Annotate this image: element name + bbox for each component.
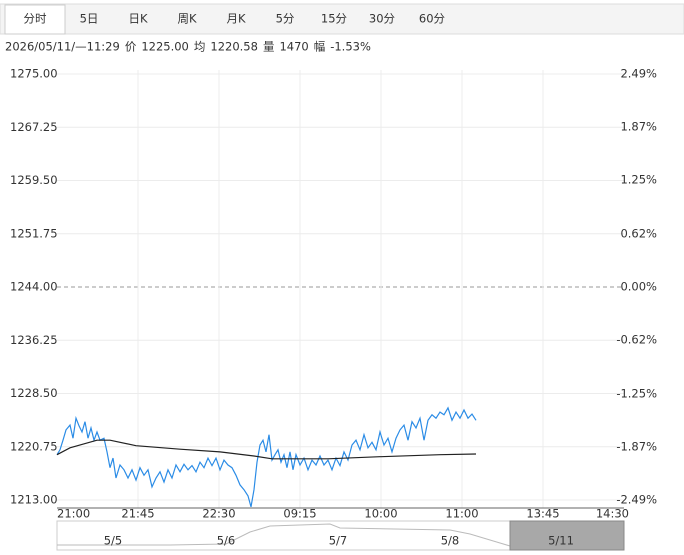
tab[interactable]: 5日 [80,12,99,26]
y2-tick-label: 1.87% [620,120,657,134]
y-tick-label: 1220.75 [10,439,58,453]
info-text: 量 [263,40,275,54]
series-line [56,439,477,460]
tab[interactable]: 周K [177,12,196,26]
info-text: 均 [194,40,206,54]
x-tick-label: 14:30 [596,507,629,521]
info-text: 2026/05/11/—11:29 [5,40,120,54]
info-text: 1225.00 [141,40,189,54]
info-text: 1220.58 [210,40,258,54]
x-tick-label: 21:45 [121,507,154,521]
y-tick-label: 1228.50 [10,386,58,400]
y-tick-label: 1275.00 [10,67,58,81]
navigator-label: 5/8 [441,534,460,548]
tab[interactable]: 日K [128,12,147,26]
navigator-line [57,523,511,547]
tab-bar [0,3,684,35]
x-tick-label: 09:15 [283,507,316,521]
navigator-label: 5/11 [548,534,574,548]
series-line [56,406,477,508]
x-tick-label: 21:00 [57,507,90,521]
y2-tick-label: 0.00% [620,280,657,294]
y2-tick-label: 0.62% [620,226,657,240]
x-tick-label: 10:00 [364,507,397,521]
y-tick-label: 1267.25 [10,120,58,134]
y2-tick-label: -1.87% [616,439,657,453]
x-tick-label: 22:30 [202,507,235,521]
y-tick-label: 1213.00 [10,493,58,507]
navigator-label: 5/5 [104,534,123,548]
tab-selected-bg [4,4,66,35]
x-tick-label: 13:45 [526,507,559,521]
y2-tick-label: -2.49% [616,493,657,507]
y-tick-label: 1259.50 [10,173,58,187]
info-text: 幅 [314,40,326,54]
tab[interactable]: 分时 [24,12,47,26]
tab[interactable]: 15分 [321,12,348,26]
y2-tick-label: 1.25% [620,173,657,187]
info-text: -1.53% [330,40,371,54]
y-tick-label: 1244.00 [10,280,58,294]
navigator-selection[interactable] [509,520,625,551]
y2-tick-label: -0.62% [616,333,657,347]
navigator-label: 5/6 [217,534,236,548]
y-tick-label: 1236.25 [10,333,58,347]
tab[interactable]: 5分 [276,12,295,26]
tab[interactable]: 30分 [369,12,396,26]
info-text: 1470 [279,40,308,54]
y2-tick-label: 2.49% [620,67,657,81]
y2-tick-label: -1.25% [616,386,657,400]
x-tick-label: 11:00 [445,507,478,521]
info-text: 价 [125,40,137,54]
tab[interactable]: 60分 [419,12,446,26]
y-tick-label: 1251.75 [10,226,58,240]
tab[interactable]: 月K [226,12,245,26]
navigator-label: 5/7 [329,534,348,548]
